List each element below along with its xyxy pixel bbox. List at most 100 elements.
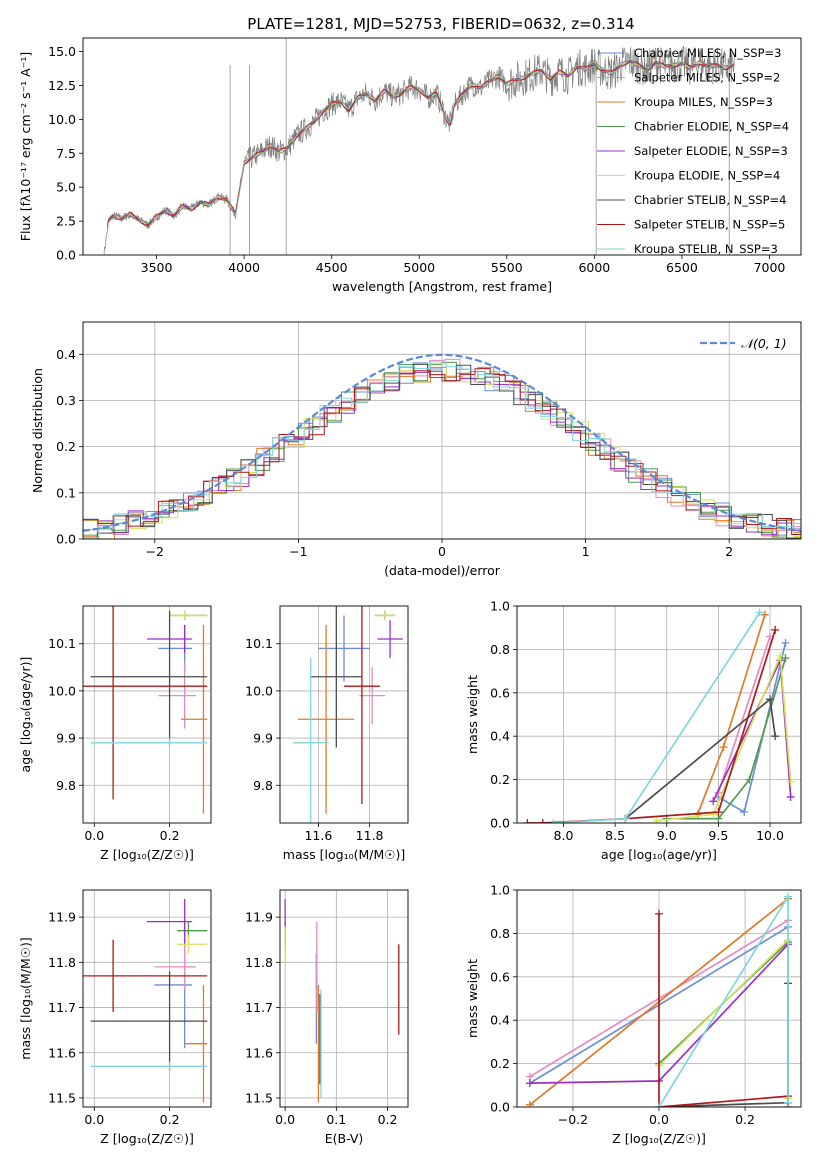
y-tick-label: 11.5 bbox=[48, 1090, 76, 1105]
plot-area bbox=[523, 608, 795, 823]
y-tick-label: 11.6 bbox=[245, 1045, 273, 1060]
y-tick-label: 10.0 bbox=[48, 683, 76, 698]
x-tick-label: −1 bbox=[289, 544, 307, 559]
y-tick-label: 0.0 bbox=[56, 248, 76, 263]
weight-marker bbox=[771, 732, 780, 741]
legend-entry: Chabrier ELODIE, N_SSP=4 bbox=[634, 120, 789, 134]
panel-mass-vs-Z: 0.0 0.2 11.5 11.6 11.7 11.8 11.9 Z [log₁₀(Z/Z☉)… bbox=[18, 889, 212, 1146]
y-tick-label: 12.5 bbox=[48, 78, 76, 93]
weight-marker bbox=[784, 892, 793, 901]
axes-frame bbox=[279, 605, 409, 824]
plot-area bbox=[292, 606, 403, 823]
x-axis-label: Z [log₁₀(Z/Z☉)] bbox=[612, 1131, 706, 1146]
x-axis-label: mass [log₁₀(M/M☉)] bbox=[283, 847, 405, 862]
weight-line-8 bbox=[658, 913, 789, 1107]
x-tick-label: 3500 bbox=[141, 260, 173, 275]
legend-entry: Chabrier MILES, N_SSP=3 bbox=[634, 46, 781, 60]
y-tick-label: 11.9 bbox=[48, 910, 76, 925]
panel-age-vs-mass: 11.6 11.8 9.8 9.9 10.0 10.1 mass [log₁₀(M/M☉)] bbox=[245, 605, 409, 862]
weight-marker bbox=[786, 777, 795, 786]
x-tick-label: 9.0 bbox=[657, 828, 677, 843]
figure-title: PLATE=1281, MJD=52753, FIBERID=0632, z=0… bbox=[247, 15, 634, 33]
histogram-5 bbox=[83, 366, 801, 539]
plot-area bbox=[284, 899, 400, 1103]
y-axis-label: age [log₁₀(age/yr)] bbox=[18, 657, 33, 773]
weight-line-2 bbox=[717, 636, 771, 793]
weight-marker bbox=[740, 808, 749, 817]
axes-frame bbox=[82, 37, 802, 256]
y-axis-label: mass weight bbox=[465, 675, 480, 754]
legend: Chabrier MILES, N_SSP=3 Salpeter MILES, N… bbox=[597, 46, 789, 256]
weight-line-9 bbox=[658, 893, 789, 1107]
x-tick-label: 10.0 bbox=[756, 828, 784, 843]
y-tick-label: 9.9 bbox=[253, 731, 273, 746]
x-tick-label: 1 bbox=[582, 544, 590, 559]
x-tick-label: 11.8 bbox=[356, 828, 384, 843]
y-tick-label: 0.6 bbox=[490, 969, 510, 984]
weight-marker bbox=[525, 1079, 534, 1088]
axes-frame bbox=[516, 889, 802, 1108]
weight-marker bbox=[781, 654, 790, 663]
weight-marker bbox=[709, 797, 718, 806]
axes-frame bbox=[82, 321, 802, 540]
y-tick-label: 0.4 bbox=[490, 729, 510, 744]
panel-weight-vs-age: 8.0 8.5 9.0 9.5 10.0 0.0 0.2 0.4 0.6 0.8 1.0 age [l… bbox=[465, 599, 802, 862]
plot-area bbox=[83, 606, 208, 814]
y-tick-label: 11.9 bbox=[245, 910, 273, 925]
weight-marker bbox=[655, 1103, 663, 1107]
weight-marker bbox=[781, 638, 790, 647]
weight-marker bbox=[655, 909, 663, 918]
weight-marker bbox=[652, 816, 661, 823]
y-tick-label: 11.7 bbox=[48, 1000, 76, 1015]
legend-entry: Salpeter MILES, N_SSP=2 bbox=[634, 71, 780, 85]
y-tick-label: 10.0 bbox=[48, 112, 76, 127]
y-tick-label: 10.1 bbox=[48, 636, 76, 651]
legend-entry: Chabrier STELIB, N_SSP=4 bbox=[634, 193, 786, 207]
legend-entry: Salpeter ELODIE, N_SSP=3 bbox=[634, 144, 788, 158]
plot-area bbox=[83, 353, 801, 539]
legend-entry: Kroupa MILES, N_SSP=3 bbox=[634, 95, 773, 109]
x-axis-label: Z [log₁₀(Z/Z☉)] bbox=[100, 847, 194, 862]
model-line-8 bbox=[107, 60, 735, 227]
y-tick-label: 1.0 bbox=[490, 883, 510, 898]
weight-marker bbox=[786, 792, 795, 801]
y-tick-label: 9.9 bbox=[56, 731, 76, 746]
y-tick-label: 0.1 bbox=[56, 485, 76, 500]
x-tick-label: 7000 bbox=[754, 260, 786, 275]
x-tick-label: 4500 bbox=[316, 260, 348, 275]
weight-marker bbox=[745, 775, 754, 784]
axes-frame bbox=[82, 889, 212, 1108]
x-tick-label: 0.1 bbox=[326, 1112, 346, 1127]
weight-marker bbox=[621, 814, 630, 823]
x-axis-label: age [log₁₀(age/yr)] bbox=[601, 847, 717, 862]
y-tick-label: 10.1 bbox=[245, 636, 273, 651]
model-line-7 bbox=[107, 62, 734, 228]
legend-entry: Kroupa ELODIE, N_SSP=4 bbox=[634, 169, 780, 183]
y-tick-label: 11.8 bbox=[48, 955, 76, 970]
observed-spectrum-line bbox=[103, 45, 735, 255]
y-axis-label: Flux [fλ10⁻¹⁷ erg cm⁻² s⁻¹ A⁻¹] bbox=[18, 52, 33, 241]
axes-frame bbox=[279, 889, 409, 1108]
y-tick-label: 0.3 bbox=[56, 393, 76, 408]
x-tick-label: 11.6 bbox=[304, 828, 332, 843]
axes-frame bbox=[82, 605, 212, 824]
x-tick-label: 0.2 bbox=[378, 1112, 398, 1127]
plot-area bbox=[103, 38, 735, 255]
y-tick-label: 9.8 bbox=[56, 778, 76, 793]
weight-marker bbox=[549, 819, 558, 823]
y-tick-label: 1.0 bbox=[490, 599, 510, 614]
x-tick-label: 0.2 bbox=[160, 1112, 180, 1127]
weight-marker bbox=[525, 1100, 534, 1107]
x-tick-label: 0 bbox=[438, 544, 446, 559]
panel-mass-vs-EBV: 0.0 0.1 0.2 11.5 11.6 11.7 11.8 11.9 E(B-V) bbox=[245, 889, 409, 1146]
weight-marker bbox=[755, 608, 764, 617]
weight-line-6 bbox=[656, 655, 792, 822]
x-tick-label: 4000 bbox=[228, 260, 260, 275]
histogram-7 bbox=[83, 363, 801, 539]
x-axis-label: wavelength [Angstrom, rest frame] bbox=[332, 279, 552, 294]
weight-marker bbox=[784, 1098, 793, 1107]
y-axis-label: Normed distribution bbox=[30, 368, 45, 493]
x-tick-label: 6500 bbox=[666, 260, 698, 275]
y-tick-label: 9.8 bbox=[253, 778, 273, 793]
x-tick-label: −0.2 bbox=[558, 1112, 588, 1127]
